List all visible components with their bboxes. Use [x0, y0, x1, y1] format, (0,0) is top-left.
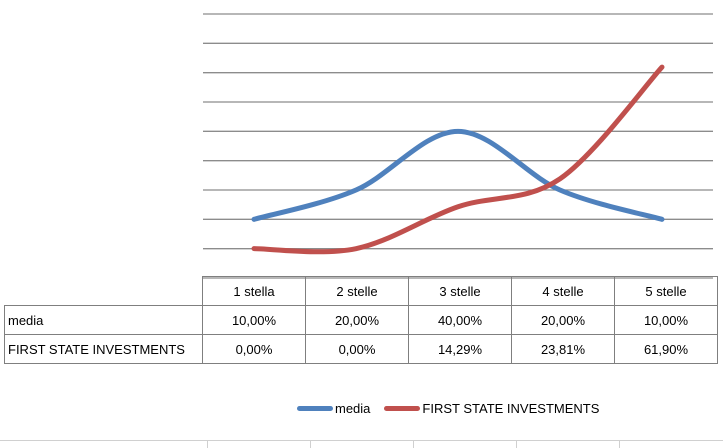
category-label: 3 stelle: [408, 276, 512, 306]
gridlines: [203, 13, 713, 279]
legend-label: media: [335, 400, 371, 416]
data-label: 20,00%: [305, 305, 409, 335]
divider-tick: [310, 440, 311, 448]
series-name-label: media: [4, 305, 203, 335]
legend-swatch-media: [297, 405, 333, 411]
divider: [0, 440, 723, 441]
category-header-row: 1 stella 2 stelle 3 stelle 4 stelle 5 st…: [4, 276, 718, 306]
data-label: 14,29%: [408, 334, 512, 364]
legend-swatch-first-state: [384, 405, 421, 411]
legend-item: FIRST STATE INVESTMENTS: [384, 401, 599, 416]
data-label: 0,00%: [305, 334, 409, 364]
divider-tick: [516, 440, 517, 448]
category-label: 2 stelle: [305, 276, 409, 306]
divider-tick: [619, 440, 620, 448]
category-label: 1 stella: [202, 276, 306, 306]
divider-tick: [207, 440, 208, 448]
series-name-label: FIRST STATE INVESTMENTS: [4, 334, 203, 364]
data-label: 40,00%: [408, 305, 512, 335]
table-row: FIRST STATE INVESTMENTS 0,00% 0,00% 14,2…: [4, 334, 718, 364]
category-label: 4 stelle: [511, 276, 615, 306]
legend-item: media: [297, 401, 370, 416]
legend-label: FIRST STATE INVESTMENTS: [422, 400, 600, 416]
table-row: media 10,00% 20,00% 40,00% 20,00% 10,00%: [4, 305, 718, 335]
data-label: 10,00%: [202, 305, 306, 335]
series-line: [251, 128, 665, 222]
table-corner: [4, 276, 203, 306]
category-label: 5 stelle: [614, 276, 718, 306]
divider-tick: [413, 440, 414, 448]
data-label: 20,00%: [511, 305, 615, 335]
series-lines: [251, 64, 665, 255]
data-label: 23,81%: [511, 334, 615, 364]
series-line: [251, 64, 665, 255]
data-label: 61,90%: [614, 334, 718, 364]
data-label: 10,00%: [614, 305, 718, 335]
chart-legend: media FIRST STATE INVESTMENTS: [297, 398, 599, 418]
chart-data-table: 1 stella 2 stelle 3 stelle 4 stelle 5 st…: [4, 276, 718, 364]
data-label: 0,00%: [202, 334, 306, 364]
